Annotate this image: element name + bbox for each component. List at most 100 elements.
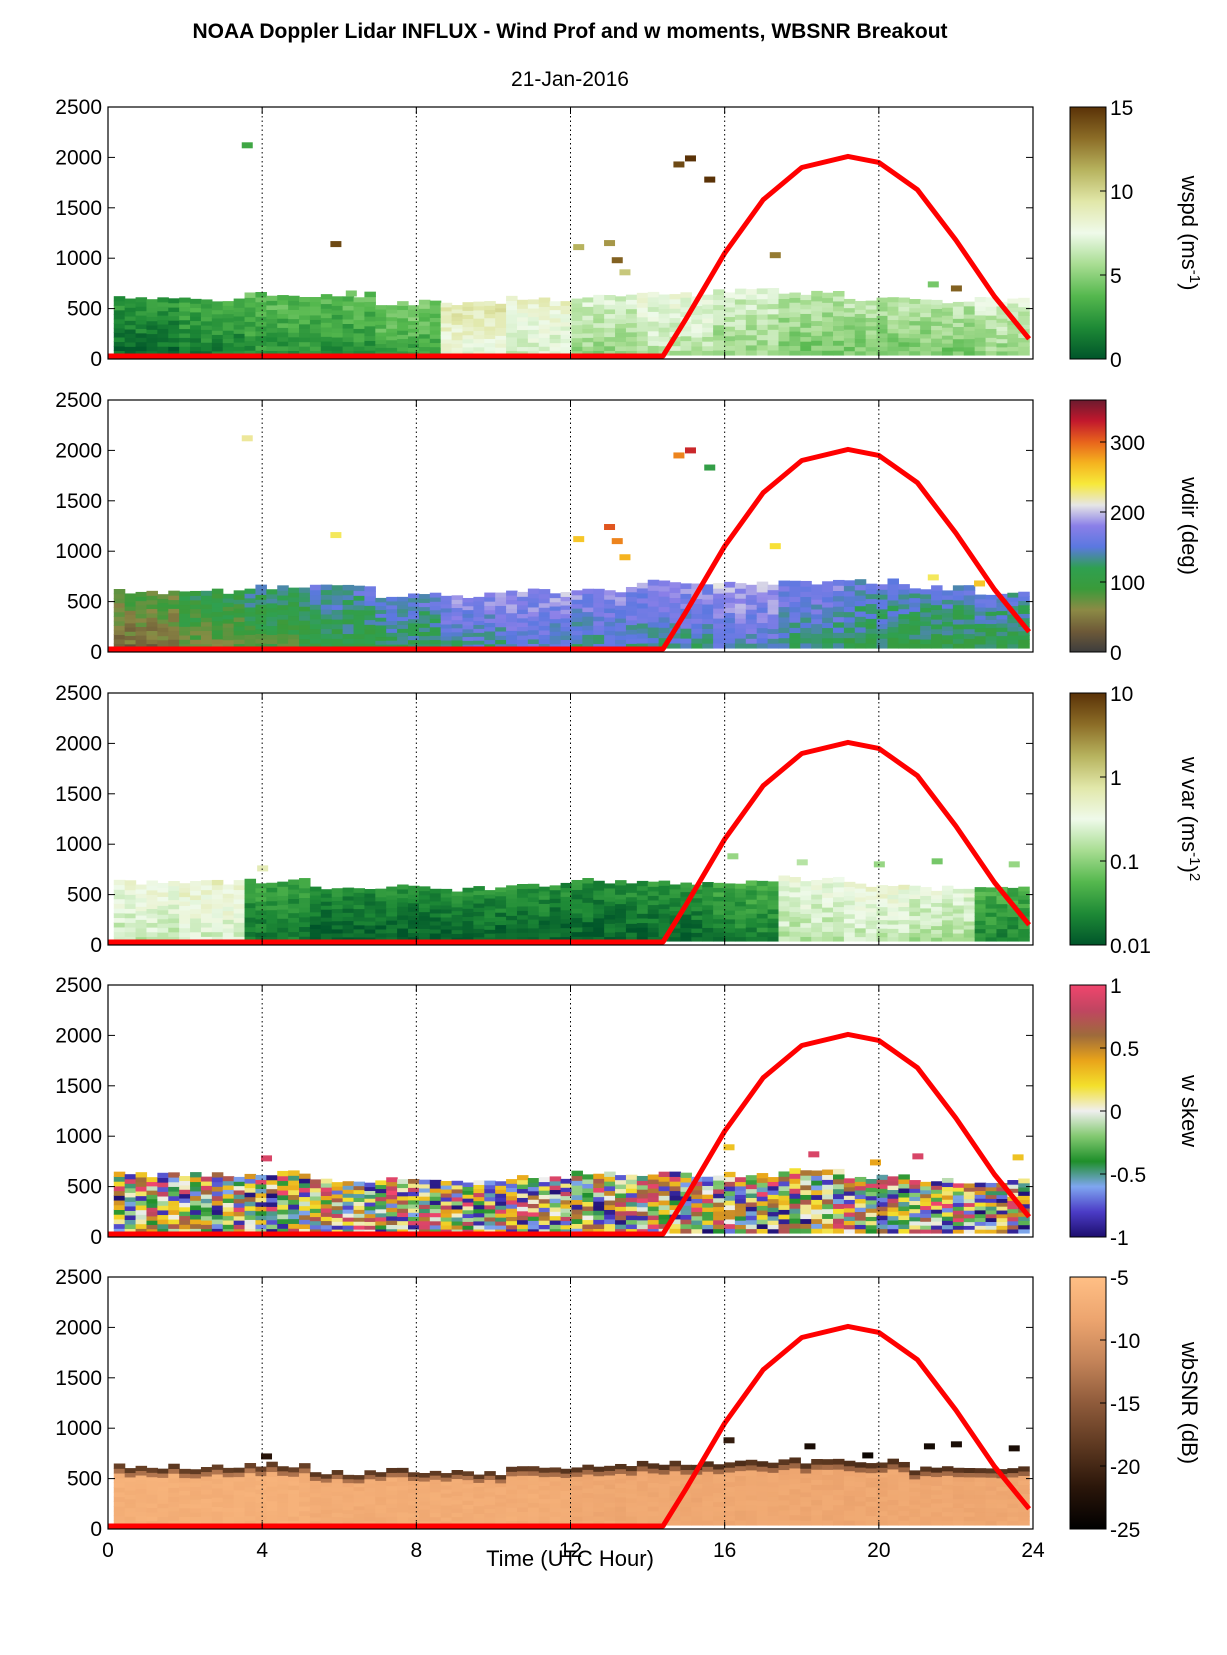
heatmap-cell [898,638,910,644]
heatmap-cell [113,1228,126,1234]
heatmap-cell [244,316,257,322]
heatmap-cell [843,1199,856,1205]
heatmap-cell [375,1196,387,1202]
heatmap-cell [625,1183,638,1189]
heatmap-cell [756,903,769,910]
heatmap-cell [920,316,932,322]
heatmap-cell [124,1210,137,1216]
heatmap-cell [549,1211,562,1217]
heatmap-cell [876,902,889,908]
heatmap-cell [135,1515,148,1522]
heatmap-cell [255,325,267,332]
heatmap-cell [963,928,976,934]
heatmap-cell [135,617,148,623]
heatmap-cell [931,913,943,919]
heatmap-cell [506,630,518,636]
heatmap-cell [1018,617,1030,623]
heatmap-cell [560,1199,573,1205]
heatmap-cell [996,346,1008,352]
heatmap-cell [1007,307,1019,313]
heatmap-cell [516,914,529,920]
heatmap-cell [353,585,366,592]
heatmap-cell [560,909,573,915]
heatmap-cell [516,910,529,916]
heatmap-cell [996,635,1008,641]
heatmap-cell [233,1194,246,1200]
heatmap-cell [222,301,235,306]
heatmap-cell [113,318,126,324]
heatmap-cell [211,1186,224,1192]
heatmap-cell [299,592,311,598]
heatmap-cell [985,306,998,312]
sparse-cell [257,865,269,872]
heatmap-cell [756,324,769,330]
heatmap-cell [931,628,943,635]
heatmap-cell [952,585,965,591]
heatmap-cell [353,341,366,347]
heatmap-cell [615,1183,627,1190]
heatmap-cell [527,923,540,929]
heatmap-cell [789,340,801,346]
heatmap-cell [440,1220,453,1226]
heatmap-cell [375,1184,387,1190]
heatmap-cell [843,913,856,919]
heatmap-cell [952,590,965,596]
heatmap-cell [582,1223,594,1230]
heatmap-cell [843,621,856,628]
heatmap-cell [963,900,976,906]
heatmap-cell [342,1474,355,1480]
heatmap-cell [473,1216,485,1222]
heatmap-cell [484,639,496,645]
heatmap-cell [342,1482,355,1488]
heatmap-cell [963,628,976,635]
heatmap-cell [767,1207,780,1213]
heatmap-cell [135,1228,148,1234]
heatmap-cell [1018,1178,1030,1184]
heatmap-cell [222,342,235,348]
heatmap-cell [309,899,322,904]
heatmap-cell [560,932,573,938]
heatmap-cell [527,888,540,894]
heatmap-cell [484,635,496,641]
heatmap-cell [756,602,769,608]
heatmap-cell [157,1200,169,1206]
heatmap-cell [386,907,398,913]
heatmap-cell [691,323,703,329]
heatmap-cell [299,1505,311,1512]
heatmap-cell [331,643,344,649]
heatmap-cell [124,926,137,933]
heatmap-cell [429,329,442,335]
heatmap-cell [190,1214,202,1220]
heatmap-cell [168,1172,180,1178]
heatmap-cell [833,886,845,893]
heatmap-cell [255,321,267,327]
heatmap-cell [636,297,649,303]
heatmap-cell [266,1486,278,1492]
heatmap-cell [342,1501,355,1507]
heatmap-cell [244,1201,257,1207]
heatmap-cell [255,936,267,942]
heatmap-cell [397,1511,409,1517]
heatmap-cell [495,596,507,602]
heatmap-cell [320,633,333,639]
heatmap-cell [408,1203,420,1209]
heatmap-cell [364,605,376,611]
heatmap-cell [386,932,398,938]
heatmap-cell [200,612,213,618]
heatmap-cell [909,1188,921,1193]
heatmap-cell [560,1216,573,1222]
heatmap-cell [124,337,137,343]
heatmap-cell [200,1185,213,1191]
heatmap-cell [135,297,148,303]
heatmap-cell [342,633,355,639]
heatmap-cell [429,635,442,641]
heatmap-cell [527,620,540,626]
heatmap-cell [277,909,289,915]
heatmap-cell [516,1192,529,1198]
heatmap-cell [854,642,867,649]
heatmap-cell [952,604,965,611]
heatmap-cell [527,1194,540,1200]
heatmap-cell [244,1477,257,1483]
heatmap-cell [680,633,692,639]
